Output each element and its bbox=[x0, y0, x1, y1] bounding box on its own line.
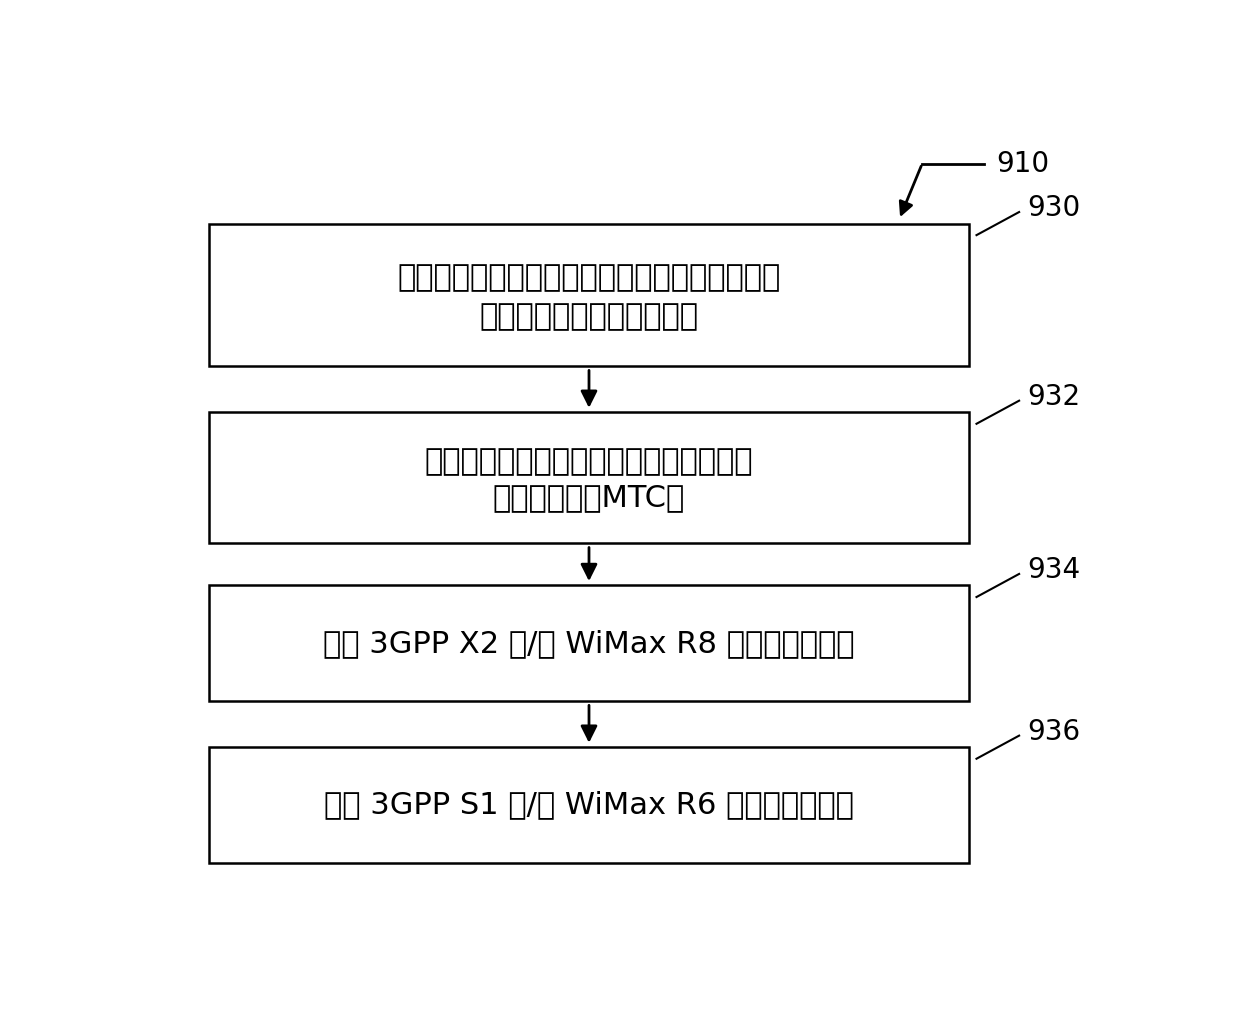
Bar bbox=[210, 747, 968, 862]
Text: 无线设备的物理资源块关联: 无线设备的物理资源块关联 bbox=[480, 301, 698, 330]
Bar bbox=[210, 413, 968, 543]
Text: 使用 3GPP S1 和/或 WiMax R6 接口来发送位图: 使用 3GPP S1 和/或 WiMax R6 接口来发送位图 bbox=[324, 790, 854, 819]
Text: 936: 936 bbox=[1027, 718, 1080, 746]
Text: 910: 910 bbox=[996, 150, 1049, 178]
Text: 发送位图，其包括位字段，这些位字段与分配给: 发送位图，其包括位字段，这些位字段与分配给 bbox=[397, 263, 781, 292]
Bar bbox=[210, 223, 968, 366]
Text: 932: 932 bbox=[1027, 383, 1080, 411]
Text: 934: 934 bbox=[1027, 556, 1080, 584]
Text: 使用 3GPP X2 和/或 WiMax R8 接口来发送位图: 使用 3GPP X2 和/或 WiMax R8 接口来发送位图 bbox=[324, 629, 854, 658]
Text: 机器型通信（MTC）: 机器型通信（MTC） bbox=[492, 483, 686, 511]
Bar bbox=[210, 586, 968, 701]
Text: 发送信息元素，其包括负载信息消息中的: 发送信息元素，其包括负载信息消息中的 bbox=[425, 448, 753, 476]
Text: 930: 930 bbox=[1027, 194, 1080, 222]
